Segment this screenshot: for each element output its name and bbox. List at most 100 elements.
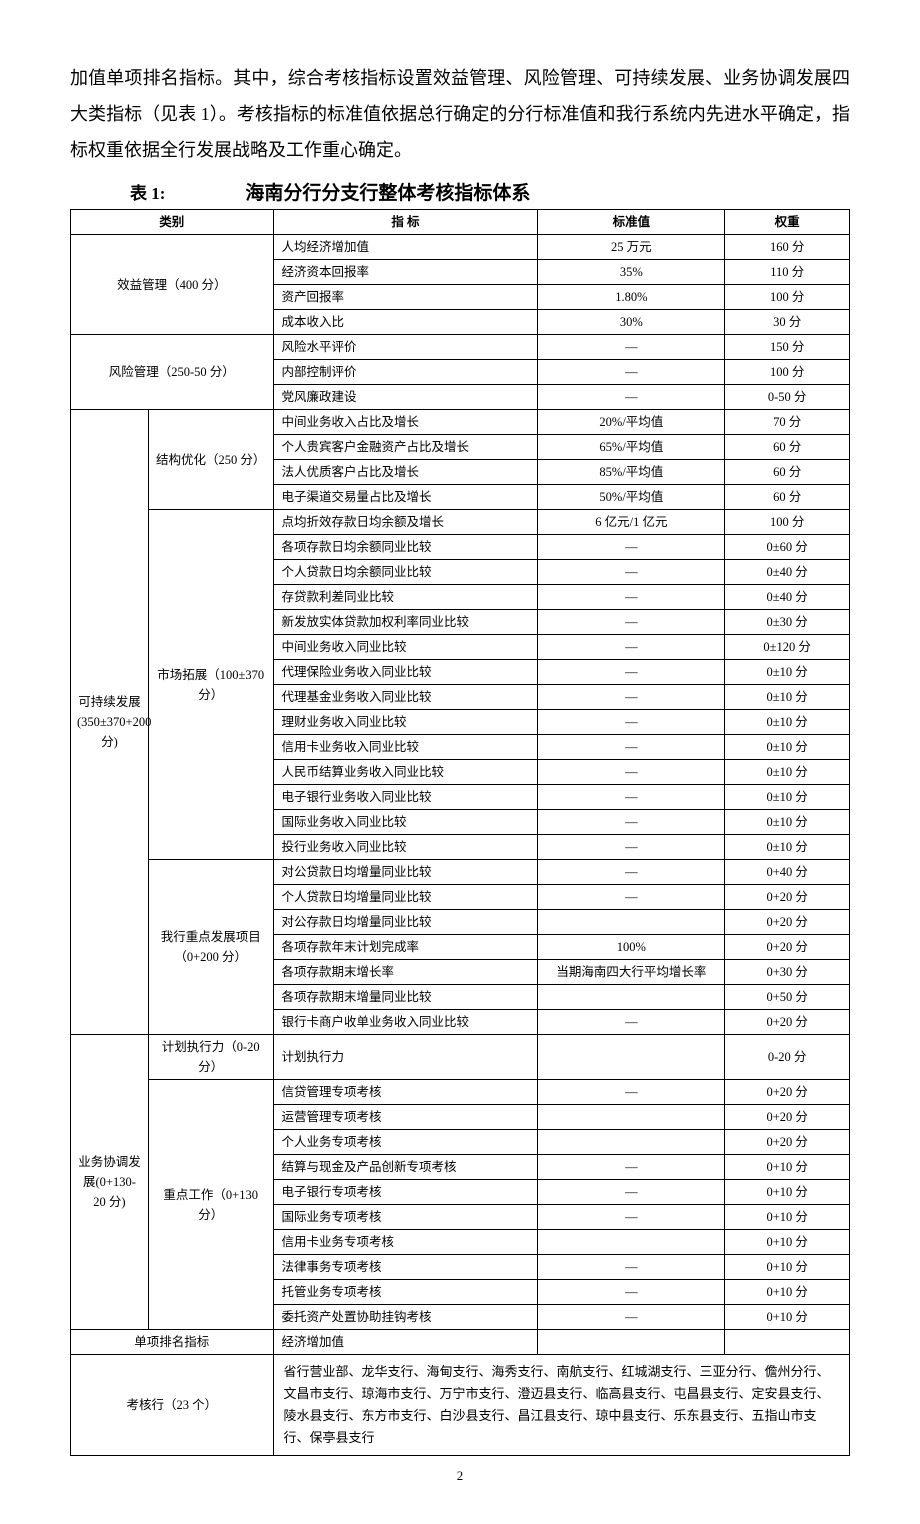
table-row: 市场拓展（100±370 分）点均折效存款日均余额及增长6 亿元/1 亿元100… <box>71 510 850 535</box>
weight-cell: 0±40 分 <box>725 560 850 585</box>
indicator-cell: 计划执行力 <box>273 1035 538 1080</box>
indicator-cell: 点均折效存款日均余额及增长 <box>273 510 538 535</box>
subcategory-cell: 市场拓展（100±370 分） <box>148 510 273 860</box>
standard-cell: — <box>538 885 725 910</box>
indicator-cell: 运营管理专项考核 <box>273 1105 538 1130</box>
standard-cell: — <box>538 1155 725 1180</box>
indicator-cell: 人民币结算业务收入同业比较 <box>273 760 538 785</box>
indicator-cell: 信用卡业务专项考核 <box>273 1230 538 1255</box>
weight-cell: 30 分 <box>725 310 850 335</box>
weight-cell: 0+40 分 <box>725 860 850 885</box>
indicator-cell: 法律事务专项考核 <box>273 1255 538 1280</box>
standard-cell: — <box>538 1205 725 1230</box>
indicator-cell: 国际业务收入同业比较 <box>273 810 538 835</box>
indicator-cell: 代理保险业务收入同业比较 <box>273 660 538 685</box>
weight-cell: 0±120 分 <box>725 635 850 660</box>
indicator-cell: 人均经济增加值 <box>273 235 538 260</box>
indicator-cell: 电子银行业务收入同业比较 <box>273 785 538 810</box>
indicator-cell: 对公贷款日均增量同业比较 <box>273 860 538 885</box>
indicator-cell: 中间业务收入同业比较 <box>273 635 538 660</box>
standard-cell: — <box>538 1255 725 1280</box>
standard-cell: — <box>538 1280 725 1305</box>
weight-cell: 0±10 分 <box>725 735 850 760</box>
standard-cell: — <box>538 710 725 735</box>
indicator-cell: 电子渠道交易量占比及增长 <box>273 485 538 510</box>
table-title-row: 表 1: 海南分行分支行整体考核指标体系 <box>70 178 850 205</box>
indicator-cell: 内部控制评价 <box>273 360 538 385</box>
intro-paragraph: 加值单项排名指标。其中，综合考核指标设置效益管理、风险管理、可持续发展、业务协调… <box>70 60 850 168</box>
standard-cell: — <box>538 385 725 410</box>
standard-cell: 65%/平均值 <box>538 435 725 460</box>
standard-cell <box>538 985 725 1010</box>
indicator-cell: 存贷款利差同业比较 <box>273 585 538 610</box>
weight-cell: 0±60 分 <box>725 535 850 560</box>
weight-cell: 0±10 分 <box>725 760 850 785</box>
weight-cell: 0+10 分 <box>725 1230 850 1255</box>
weight-cell: 0+20 分 <box>725 885 850 910</box>
weight-cell: 0±10 分 <box>725 710 850 735</box>
standard-cell: 30% <box>538 310 725 335</box>
indicator-cell: 个人贷款日均增量同业比较 <box>273 885 538 910</box>
subcategory-cell: 计划执行力（0-20 分） <box>148 1035 273 1080</box>
standard-cell: 50%/平均值 <box>538 485 725 510</box>
standard-cell: — <box>538 1080 725 1105</box>
indicator-cell: 新发放实体贷款加权利率同业比较 <box>273 610 538 635</box>
table-row: 风险管理（250-50 分）风险水平评价—150 分 <box>71 335 850 360</box>
standard-cell: — <box>538 860 725 885</box>
standard-cell: — <box>538 810 725 835</box>
standard-cell <box>538 1130 725 1155</box>
weight-cell: 60 分 <box>725 485 850 510</box>
standard-cell: 6 亿元/1 亿元 <box>538 510 725 535</box>
indicator-cell: 电子银行专项考核 <box>273 1180 538 1205</box>
weight-cell: 60 分 <box>725 460 850 485</box>
weight-cell: 0±10 分 <box>725 660 850 685</box>
weight-cell: 110 分 <box>725 260 850 285</box>
header-row: 类别 指 标 标准值 权重 <box>71 210 850 235</box>
category-cell: 风险管理（250-50 分） <box>71 335 274 410</box>
indicator-cell: 委托资产处置协助挂钩考核 <box>273 1305 538 1330</box>
standard-cell: — <box>538 560 725 585</box>
weight-cell: 0+10 分 <box>725 1205 850 1230</box>
indicator-cell: 信用卡业务收入同业比较 <box>273 735 538 760</box>
weight-cell: 0+20 分 <box>725 910 850 935</box>
standard-cell <box>538 910 725 935</box>
subcategory-cell: 结构优化（250 分） <box>148 410 273 510</box>
standard-cell <box>538 1105 725 1130</box>
weight-cell: 0+10 分 <box>725 1305 850 1330</box>
subcategory-cell: 重点工作（0+130 分） <box>148 1080 273 1330</box>
weight-cell: 60 分 <box>725 435 850 460</box>
category-cell: 效益管理（400 分） <box>71 235 274 335</box>
standard-cell <box>538 1035 725 1080</box>
standard-cell: — <box>538 585 725 610</box>
standard-cell: 当期海南四大行平均增长率 <box>538 960 725 985</box>
standard-cell: — <box>538 785 725 810</box>
weight-cell: 0-20 分 <box>725 1035 850 1080</box>
standard-cell: — <box>538 835 725 860</box>
standard-cell: — <box>538 1180 725 1205</box>
standard-cell: 85%/平均值 <box>538 460 725 485</box>
table-row: 业务协调发展(0+130-20 分)计划执行力（0-20 分）计划执行力0-20… <box>71 1035 850 1080</box>
weight-cell: 0±10 分 <box>725 810 850 835</box>
standard-cell: 25 万元 <box>538 235 725 260</box>
standard-cell: — <box>538 360 725 385</box>
weight-cell: 0+30 分 <box>725 960 850 985</box>
single-rank-indicator: 经济增加值 <box>273 1330 538 1355</box>
indicator-cell: 个人贷款日均余额同业比较 <box>273 560 538 585</box>
weight-cell: 0+10 分 <box>725 1255 850 1280</box>
indicator-cell: 信贷管理专项考核 <box>273 1080 538 1105</box>
standard-cell: — <box>538 1305 725 1330</box>
indicator-cell: 党风廉政建设 <box>273 385 538 410</box>
weight-cell: 0+50 分 <box>725 985 850 1010</box>
page-number: 2 <box>70 1468 850 1484</box>
indicator-cell: 法人优质客户占比及增长 <box>273 460 538 485</box>
branches-row: 考核行（23 个）省行营业部、龙华支行、海甸支行、海秀支行、南航支行、红城湖支行… <box>71 1355 850 1456</box>
indicator-cell: 各项存款期末增量同业比较 <box>273 985 538 1010</box>
standard-cell: — <box>538 760 725 785</box>
weight-cell: 0±30 分 <box>725 610 850 635</box>
standard-cell: 1.80% <box>538 285 725 310</box>
indicator-cell: 各项存款年末计划完成率 <box>273 935 538 960</box>
single-rank-label: 单项排名指标 <box>71 1330 274 1355</box>
table-label: 表 1: <box>130 179 165 204</box>
table-row: 可持续发展(350±370+200分)结构优化（250 分）中间业务收入占比及增… <box>71 410 850 435</box>
standard-cell: — <box>538 685 725 710</box>
